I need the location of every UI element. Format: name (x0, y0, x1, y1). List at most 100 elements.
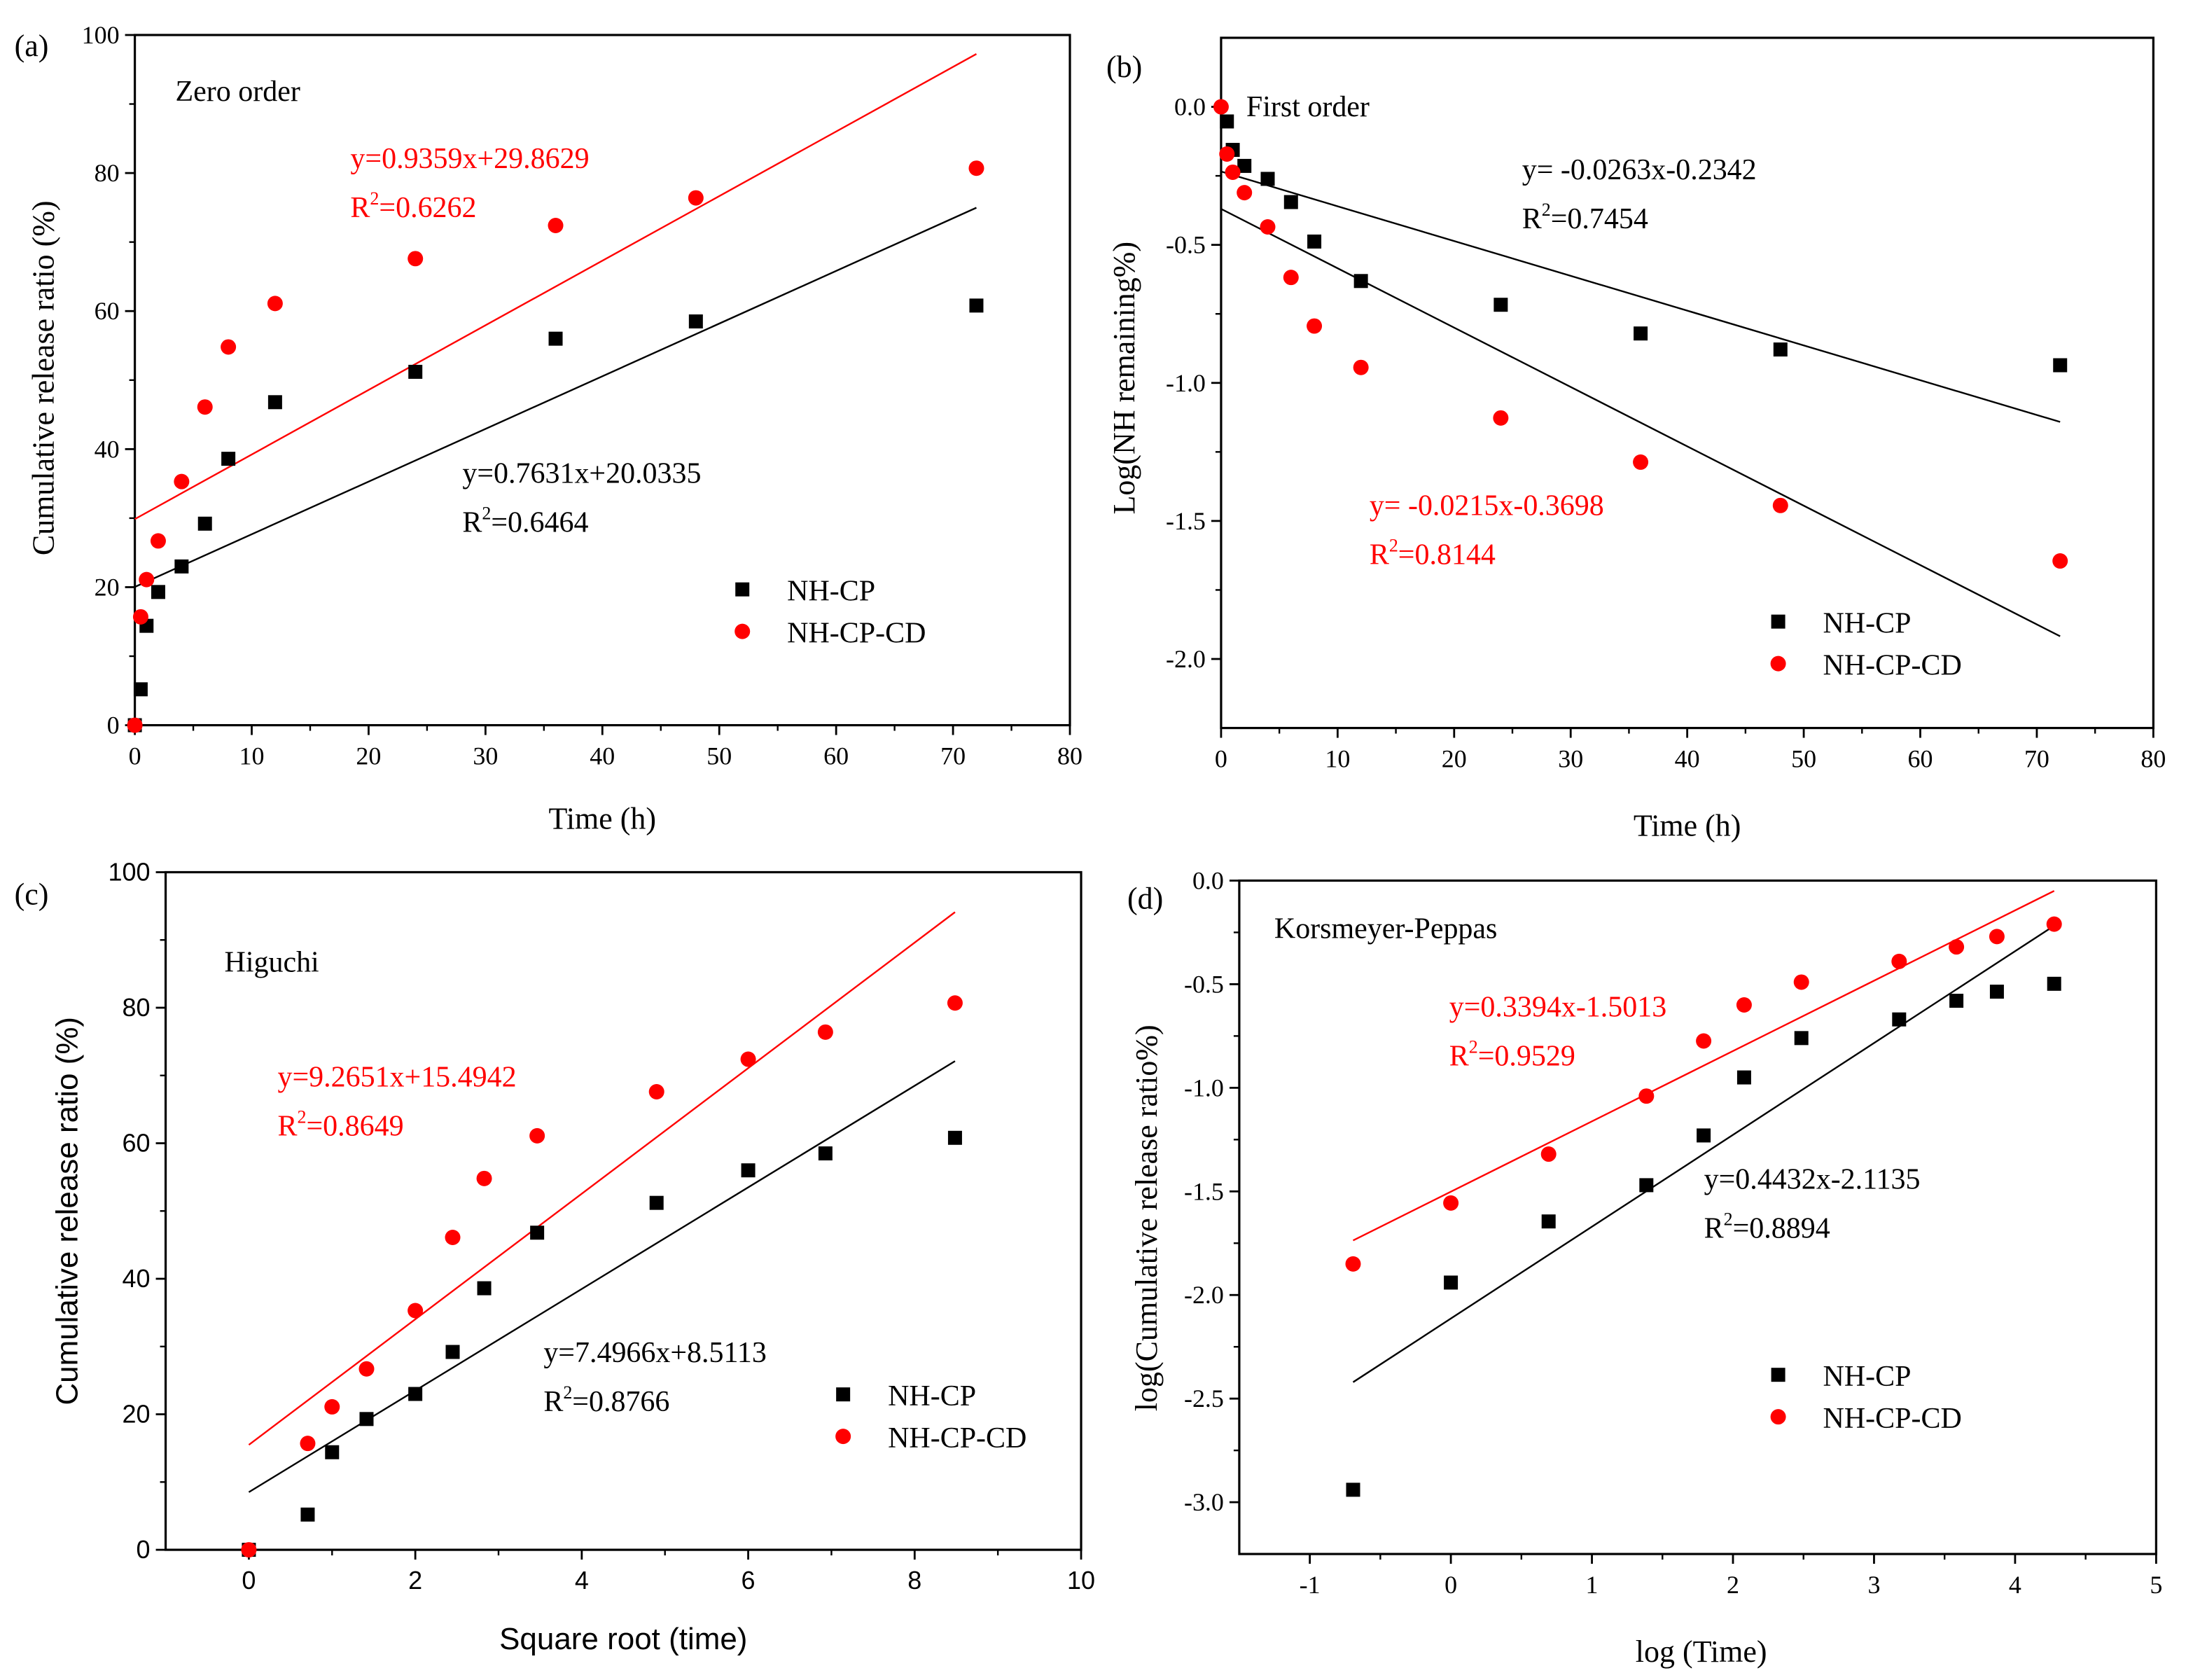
legend-marker-square (735, 582, 750, 597)
r-squared: R2=0.9529 (1449, 1036, 1575, 1072)
data-point-circle (2046, 916, 2062, 932)
data-point-circle (150, 533, 166, 549)
r-squared-sup: 2 (297, 1106, 306, 1127)
legend-label: NH-CP-CD (888, 1422, 1026, 1455)
data-point-circle (1736, 997, 1752, 1013)
legend-label: NH-CP (787, 576, 875, 608)
r-squared-prefix: R (1370, 539, 1389, 571)
y-tick-label: 80 (123, 993, 151, 1022)
r-squared-prefix: R (1704, 1212, 1724, 1244)
y-tick-label: 20 (95, 573, 120, 601)
data-point-square (197, 516, 212, 531)
legend-marker-circle (735, 623, 751, 639)
y-tick-label: 0 (137, 1535, 151, 1564)
data-point-circle (1225, 164, 1241, 180)
data-point-square (325, 1445, 340, 1459)
legend-marker-circle (835, 1429, 851, 1445)
r-squared-sup: 2 (1724, 1209, 1733, 1229)
data-point-circle (324, 1398, 340, 1415)
y-axis-label: Cumulative release ratio (%) (27, 200, 61, 555)
legend: NH-CP NH-CP-CD (1770, 608, 1962, 682)
panel-label: (a) (15, 29, 49, 63)
legend-label: NH-CP-CD (1823, 650, 1962, 682)
data-point-square (1794, 1031, 1809, 1046)
data-point-circle (1891, 953, 1907, 969)
legend-label: NH-CP-CD (1823, 1403, 1962, 1435)
data-point-circle (1540, 1146, 1557, 1162)
r-squared: R2=0.8894 (1704, 1209, 1830, 1244)
y-tick-label: -1.5 (1166, 507, 1206, 535)
r-squared: R2=0.7454 (1522, 200, 1648, 235)
data-point-square (947, 1130, 962, 1145)
r-squared-value: =0.8144 (1398, 539, 1496, 571)
panel-label: (d) (1127, 881, 1163, 915)
y-tick-label: -0.5 (1166, 231, 1206, 259)
y-axis-label: log(Cumulative release ratio%) (1129, 1025, 1164, 1411)
data-point-circle (300, 1436, 316, 1452)
data-point-circle (1345, 1256, 1361, 1272)
legend-label: NH-CP (1823, 608, 1912, 640)
x-tick-label: 20 (1442, 745, 1467, 773)
chart-panel-d: -1 0 1 2 3 4 5 -3.0 -2.5 -2.0 -1.5 -1.0 -0.5 0.0 log (… (1127, 866, 2162, 1669)
data-point-square (1773, 342, 1788, 357)
plot-frame (133, 34, 1071, 727)
r-squared-prefix: R (1449, 1040, 1469, 1072)
legend-label: NH-CP (1823, 1361, 1912, 1393)
data-point-circle (1772, 497, 1788, 513)
x-tick-label: -1 (1300, 1571, 1321, 1599)
data-point-circle (174, 473, 190, 490)
data-point-square (1307, 234, 1322, 249)
data-point-square (530, 1226, 545, 1240)
x-tick-label: 0 (129, 742, 141, 770)
r-squared-sup: 2 (1469, 1036, 1478, 1057)
x-axis-label: Time (h) (1634, 809, 1741, 843)
x-tick-label: 10 (1325, 745, 1350, 773)
x-axis-label: log (Time) (1636, 1634, 1767, 1669)
x-tick-label: 2 (1727, 1571, 1739, 1599)
x-axis-label: Time (h) (549, 802, 657, 836)
y-tick-label: 40 (123, 1264, 151, 1293)
x-tick-label: 3 (1867, 1571, 1880, 1599)
panel-title: Zero order (176, 76, 300, 108)
data-point-circle (1633, 454, 1649, 470)
data-point-square (1697, 1128, 1711, 1143)
fit-equation: y=0.4432x-2.1135 (1704, 1163, 1921, 1195)
x-tick-label: 70 (940, 742, 966, 770)
data-point-circle (1353, 359, 1369, 375)
legend: NH-CP NH-CP-CD (1770, 1361, 1962, 1435)
data-point-circle (947, 995, 963, 1011)
fit-line-1 (248, 911, 956, 1446)
data-point-square (300, 1507, 315, 1522)
data-point-circle (197, 399, 213, 415)
data-point-square (1989, 985, 2004, 999)
fit-line-1 (134, 53, 977, 520)
fit-line-0 (1220, 170, 2061, 423)
panel-label: (b) (1106, 50, 1142, 84)
data-point-square (741, 1163, 756, 1178)
data-point-circle (688, 190, 704, 206)
data-point-circle (445, 1230, 461, 1246)
data-point-square (1639, 1178, 1654, 1193)
x-tick-label: 0 (242, 1566, 256, 1595)
fit-equation: y=0.3394x-1.5013 (1449, 991, 1666, 1023)
data-point-square (1353, 274, 1368, 289)
y-tick-label: 40 (95, 435, 120, 463)
data-point-circle (1307, 318, 1323, 334)
data-point-square (408, 364, 423, 379)
x-tick-label: 80 (1057, 742, 1082, 770)
r-squared-sup: 2 (1542, 200, 1551, 220)
data-point-circle (1283, 270, 1299, 286)
data-point-square (221, 452, 236, 466)
data-point-square (1220, 114, 1234, 129)
data-point-circle (358, 1361, 375, 1377)
data-point-circle (529, 1127, 545, 1144)
chart-panel-a: 0 10 20 30 40 50 60 70 80 0 20 40 60 80 100 Time (h) Cum… (15, 21, 1082, 836)
data-point-square (1260, 172, 1275, 186)
r-squared-prefix: R (277, 1110, 297, 1142)
r-squared-value: =0.8766 (572, 1386, 669, 1418)
x-tick-label: 50 (1791, 745, 1816, 773)
r-squared: R2=0.8649 (277, 1106, 403, 1142)
data-point-square (548, 331, 563, 346)
plot-frame (1238, 879, 2157, 1555)
